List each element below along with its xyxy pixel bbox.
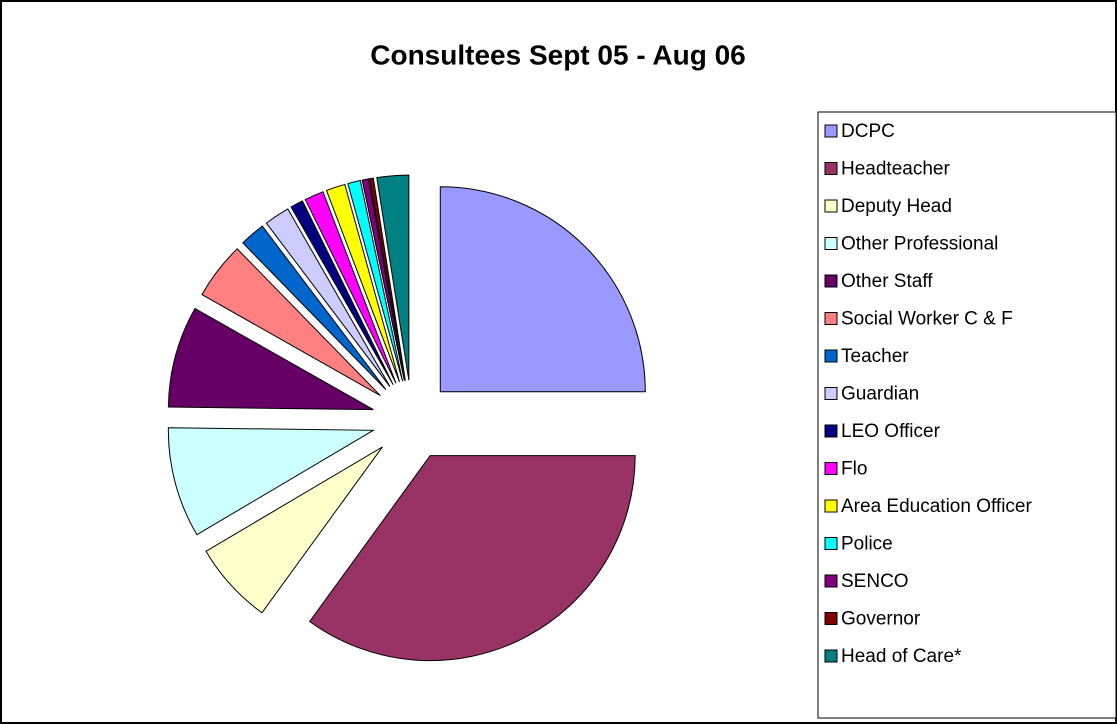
pie-slice: [361, 178, 405, 381]
legend-label: Social Worker C & F: [841, 309, 1013, 330]
legend-swatch: [824, 124, 838, 138]
legend-swatch: [824, 274, 838, 288]
pie-slice: [347, 179, 404, 382]
legend-label: Headteacher: [841, 159, 950, 180]
legend-label: Governor: [841, 609, 921, 630]
legend-swatch: [824, 162, 838, 175]
legend-swatch: [824, 387, 838, 400]
pie-slice: [205, 446, 383, 614]
pie-slice: [325, 183, 401, 383]
pie-slice: [167, 307, 374, 411]
legend-label: Police: [841, 534, 893, 555]
pie-slice: [290, 200, 394, 385]
pie-slice: [167, 427, 376, 536]
pie-slice: [368, 177, 406, 381]
legend-label: LEO Officer: [841, 421, 941, 442]
pie-slice: [201, 248, 381, 397]
legend-label: Other Staff: [841, 271, 933, 292]
legend-swatch: [824, 537, 838, 550]
legend-box: [817, 111, 1117, 719]
pie-slice: [308, 455, 636, 662]
legend-label: Head of Care*: [841, 646, 962, 667]
chart-title: Consultees Sept 05 - Aug 06: [370, 39, 746, 70]
legend-swatch: [824, 612, 838, 625]
legend-swatch: [824, 312, 838, 325]
legend-swatch: [824, 349, 838, 363]
legend-label: Teacher: [841, 346, 909, 367]
legend-label: SENCO: [841, 571, 909, 592]
legend-swatch: [824, 649, 838, 663]
legend-label: Flo: [841, 459, 867, 480]
legend-label: Other Professional: [841, 234, 998, 255]
legend-label: DCPC: [841, 121, 895, 142]
legend-swatch: [824, 237, 838, 250]
pie-slice: [439, 186, 646, 393]
legend-swatch: [824, 199, 838, 213]
legend-label: Deputy Head: [841, 196, 952, 217]
legend-swatch: [824, 499, 838, 513]
legend-label: Area Education Officer: [841, 496, 1032, 517]
legend-swatch: [824, 462, 838, 475]
legend-label: Guardian: [841, 384, 919, 405]
pie-slice: [304, 191, 397, 384]
pie-slice: [265, 208, 391, 387]
legend-swatch: [824, 574, 838, 588]
pie-slice: [376, 174, 410, 381]
legend-swatch: [824, 424, 838, 438]
pie-slice: [242, 225, 387, 391]
